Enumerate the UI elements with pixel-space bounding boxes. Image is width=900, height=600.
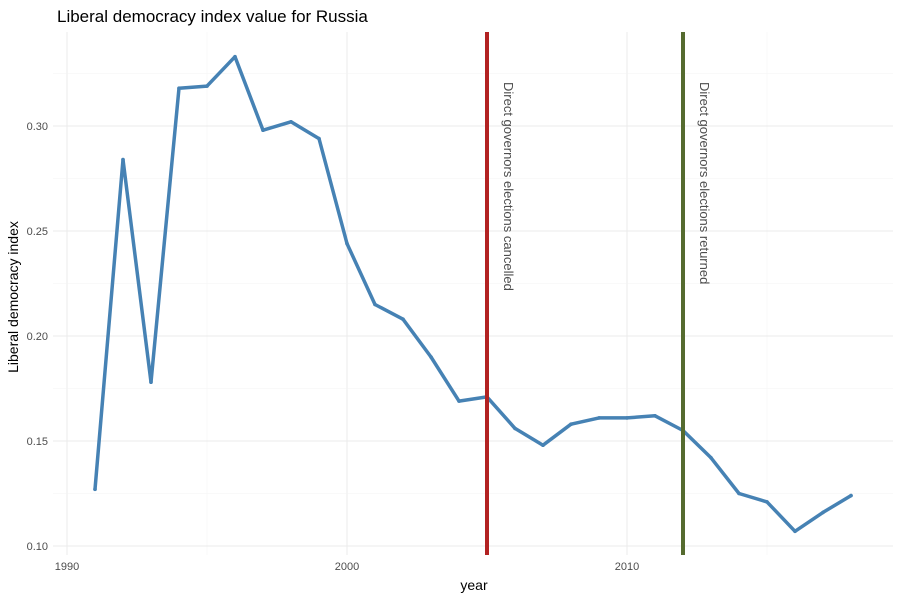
- data-point: [317, 136, 321, 141]
- data-point: [569, 422, 573, 427]
- data-point: [121, 157, 125, 162]
- annotation-label: Direct governors elections cancelled: [501, 82, 516, 291]
- data-point: [821, 510, 825, 515]
- data-point: [793, 529, 797, 534]
- y-tick-label: 0.30: [27, 121, 48, 133]
- data-point: [233, 54, 237, 59]
- data-point: [373, 302, 377, 307]
- data-point: [345, 241, 349, 246]
- x-tick-label: 2010: [615, 561, 639, 573]
- x-tick-label: 1990: [55, 561, 79, 573]
- data-point: [849, 493, 853, 498]
- data-point: [401, 317, 405, 322]
- data-point: [653, 414, 657, 418]
- data-point: [205, 84, 209, 88]
- series-line: [93, 54, 853, 534]
- y-tick-label: 0.25: [27, 226, 48, 238]
- grid: [53, 32, 893, 555]
- series-group: [93, 54, 853, 534]
- data-point: [737, 491, 741, 496]
- data-point: [429, 355, 433, 359]
- data-point: [541, 443, 545, 448]
- chart-title: Liberal democracy index value for Russia: [57, 7, 368, 26]
- annotation-group: Direct governors elections cancelled Dire…: [485, 32, 712, 555]
- data-point: [765, 500, 769, 504]
- y-axis-ticks: 0.10 0.15 0.20 0.25 0.30: [27, 121, 48, 553]
- data-point: [513, 426, 517, 431]
- y-axis-label: Liberal democracy index: [5, 221, 21, 373]
- data-point: [289, 120, 293, 124]
- y-tick-label: 0.10: [27, 541, 48, 553]
- data-point: [177, 86, 181, 90]
- data-point: [93, 487, 97, 492]
- data-point: [149, 380, 153, 385]
- data-point: [625, 416, 629, 420]
- annotation-label: Direct governors elections returned: [697, 82, 712, 284]
- data-point: [261, 128, 265, 132]
- x-axis-ticks: 1990 2000 2010: [55, 561, 639, 573]
- data-point: [597, 416, 601, 420]
- data-point: [457, 399, 461, 403]
- y-tick-label: 0.20: [27, 331, 48, 343]
- y-tick-label: 0.15: [27, 436, 48, 448]
- x-axis-label: year: [460, 577, 488, 593]
- data-point: [709, 456, 713, 460]
- x-tick-label: 2000: [335, 561, 359, 573]
